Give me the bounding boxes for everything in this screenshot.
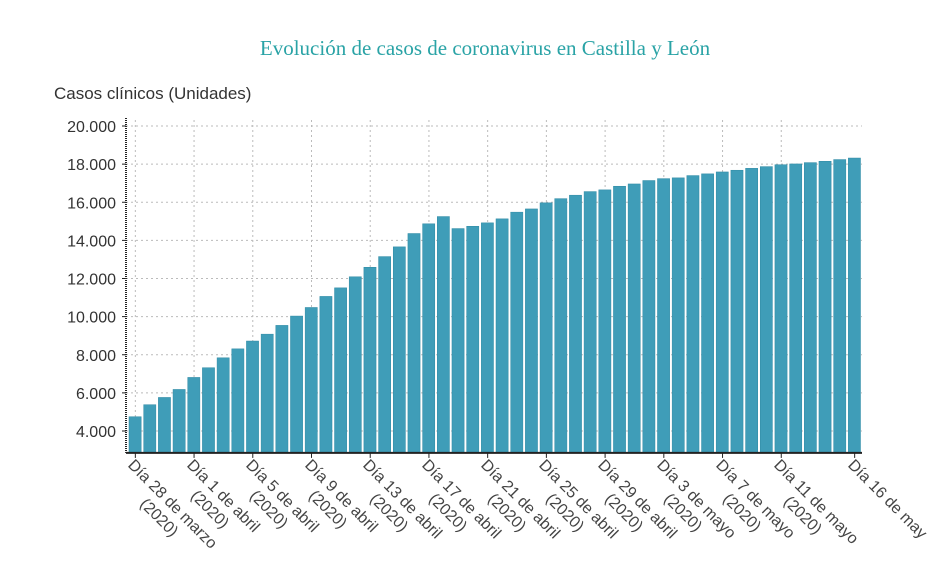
bar (466, 226, 480, 454)
chart-title: Evolución de casos de coronavirus en Cas… (259, 36, 711, 60)
bar (671, 177, 685, 454)
bar (525, 208, 538, 454)
bar (627, 183, 641, 454)
bar (334, 287, 347, 454)
bar (172, 389, 186, 454)
bar (686, 175, 700, 454)
bar (158, 397, 171, 454)
bar (363, 267, 377, 454)
bar (715, 171, 729, 454)
bar (583, 191, 597, 454)
bar (260, 333, 274, 454)
bar (554, 198, 568, 454)
bar (745, 168, 758, 454)
bar (319, 296, 333, 454)
bar (730, 169, 744, 454)
bar (290, 315, 303, 454)
bar (143, 404, 157, 454)
bar (657, 178, 670, 454)
bar (848, 157, 861, 454)
bar (642, 180, 656, 454)
bar (495, 218, 509, 454)
bar (759, 166, 773, 454)
bar (202, 367, 215, 454)
bar (348, 276, 362, 454)
bar (246, 340, 259, 454)
bar (275, 325, 289, 454)
y-tick-label: 8.000 (76, 348, 116, 365)
bar (789, 163, 803, 454)
bar (187, 377, 201, 454)
y-tick-label: 6.000 (76, 386, 116, 403)
y-tick-label: 16.000 (67, 195, 116, 212)
bar (231, 348, 245, 454)
bar (598, 189, 612, 454)
bar (437, 216, 450, 454)
bar (128, 416, 142, 454)
bar (539, 202, 553, 454)
bar (774, 164, 788, 454)
y-tick-label: 18.000 (67, 157, 116, 174)
bar (216, 357, 230, 454)
bar (804, 162, 817, 454)
y-tick-label: 20.000 (67, 119, 116, 136)
bar (451, 228, 465, 454)
bar (818, 161, 832, 454)
y-tick-label: 4.000 (76, 424, 116, 441)
y-tick-label: 14.000 (67, 233, 116, 250)
bar (422, 223, 436, 454)
bar (510, 211, 524, 454)
bar (392, 246, 406, 454)
bar (701, 173, 714, 454)
y-axis-label: Casos clínicos (Unidades) (54, 84, 252, 103)
bar (378, 256, 391, 454)
y-tick-label: 12.000 (67, 272, 116, 289)
y-tick-label: 10.000 (67, 310, 116, 327)
bar (569, 194, 582, 454)
bar (481, 222, 494, 454)
bar (613, 185, 626, 454)
bar (407, 233, 421, 454)
bar (304, 307, 318, 454)
bar (833, 159, 847, 454)
